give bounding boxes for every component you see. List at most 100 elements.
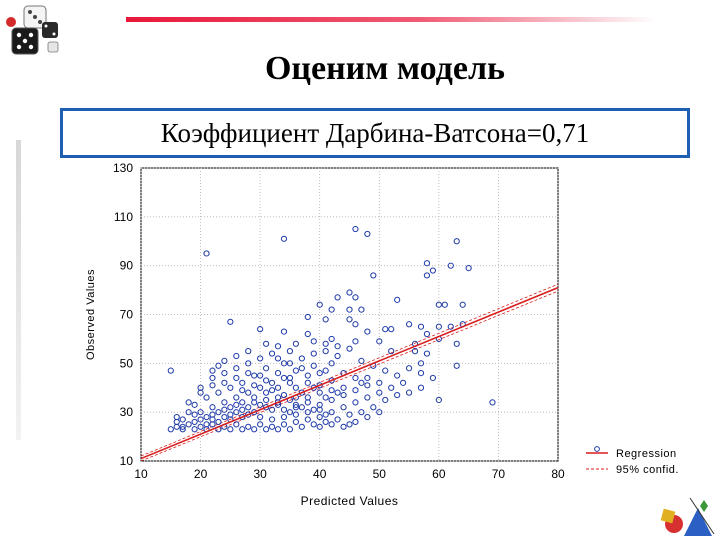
data-point bbox=[274, 355, 282, 362]
data-point bbox=[346, 316, 353, 323]
data-point bbox=[233, 374, 240, 382]
data-point bbox=[268, 423, 276, 430]
data-point bbox=[239, 406, 246, 413]
data-point bbox=[245, 423, 252, 430]
data-point bbox=[191, 411, 198, 418]
data-point bbox=[286, 374, 294, 382]
data-point bbox=[245, 389, 252, 396]
data-point bbox=[280, 406, 288, 413]
data-point bbox=[268, 387, 276, 394]
data-point bbox=[352, 338, 359, 345]
data-point bbox=[280, 374, 288, 382]
data-point bbox=[304, 330, 311, 338]
data-point bbox=[239, 399, 246, 406]
data-point bbox=[394, 372, 401, 379]
data-point bbox=[328, 421, 335, 428]
data-point bbox=[417, 323, 425, 330]
data-point bbox=[453, 238, 460, 245]
data-point bbox=[304, 394, 311, 401]
data-point bbox=[257, 326, 264, 333]
data-point bbox=[423, 330, 431, 338]
data-point bbox=[257, 401, 264, 408]
data-point bbox=[167, 367, 174, 374]
data-point bbox=[233, 365, 240, 372]
data-point bbox=[364, 230, 371, 238]
data-point bbox=[417, 370, 425, 377]
regression-line bbox=[140, 286, 559, 460]
data-point bbox=[328, 377, 335, 384]
data-point bbox=[209, 404, 216, 411]
data-point bbox=[215, 418, 222, 426]
x-axis-label: Predicted Values bbox=[301, 494, 399, 508]
data-point bbox=[233, 421, 240, 428]
data-point bbox=[263, 365, 270, 372]
data-point bbox=[447, 323, 454, 330]
data-point bbox=[280, 328, 288, 335]
data-point bbox=[221, 379, 228, 386]
data-point bbox=[447, 262, 454, 269]
data-point bbox=[316, 301, 323, 308]
data-point bbox=[203, 394, 210, 401]
data-point bbox=[364, 394, 371, 401]
data-point bbox=[251, 382, 258, 389]
data-point bbox=[197, 423, 204, 430]
data-point bbox=[292, 418, 299, 426]
data-point bbox=[227, 318, 234, 325]
data-point bbox=[310, 421, 317, 428]
data-point bbox=[209, 367, 216, 374]
data-point bbox=[239, 426, 246, 433]
data-point bbox=[358, 306, 365, 313]
data-point bbox=[286, 360, 294, 367]
data-point bbox=[274, 384, 282, 391]
data-point bbox=[405, 321, 413, 328]
data-point bbox=[364, 328, 371, 335]
x-tick-label: 10 bbox=[134, 467, 148, 481]
data-point bbox=[245, 360, 252, 367]
data-point bbox=[370, 404, 377, 411]
data-point bbox=[274, 343, 282, 350]
data-point bbox=[251, 409, 258, 416]
legend-regression-label: Regression bbox=[616, 448, 677, 460]
data-point bbox=[227, 404, 234, 411]
data-point bbox=[263, 377, 270, 384]
data-point bbox=[268, 379, 276, 386]
data-point bbox=[257, 372, 264, 379]
data-point bbox=[257, 355, 264, 362]
data-point bbox=[280, 360, 288, 367]
data-point bbox=[263, 426, 270, 433]
legend-point-swatch bbox=[594, 446, 600, 452]
data-point bbox=[280, 391, 288, 399]
data-point bbox=[268, 406, 276, 413]
data-point bbox=[298, 365, 305, 372]
data-point bbox=[257, 421, 264, 428]
data-point bbox=[251, 426, 258, 433]
data-point bbox=[364, 413, 371, 421]
data-point bbox=[328, 360, 335, 367]
x-tick-label: 80 bbox=[551, 467, 565, 481]
data-point bbox=[251, 372, 258, 379]
data-point bbox=[173, 418, 180, 426]
durbin-watson-box: Коэффициент Дарбина-Ватсона=0,71 bbox=[60, 108, 690, 158]
data-point bbox=[352, 225, 359, 233]
y-tick-label: 110 bbox=[114, 210, 133, 224]
data-point bbox=[185, 421, 192, 428]
data-point bbox=[417, 384, 425, 391]
data-point bbox=[370, 272, 377, 279]
data-point bbox=[227, 426, 234, 433]
data-point bbox=[280, 413, 288, 421]
y-tick-label: 50 bbox=[120, 356, 134, 370]
data-point bbox=[334, 352, 341, 360]
data-point bbox=[441, 301, 448, 308]
data-point bbox=[340, 391, 347, 399]
confidence-band-lower bbox=[140, 290, 559, 462]
geometry-shapes-icon bbox=[660, 497, 715, 536]
data-point bbox=[197, 409, 204, 416]
data-point bbox=[334, 416, 341, 423]
data-point bbox=[292, 404, 299, 411]
data-point bbox=[352, 321, 359, 328]
data-point bbox=[400, 379, 407, 386]
data-point bbox=[435, 396, 442, 404]
data-point bbox=[221, 370, 228, 377]
data-point bbox=[429, 267, 436, 274]
data-point bbox=[346, 411, 353, 418]
